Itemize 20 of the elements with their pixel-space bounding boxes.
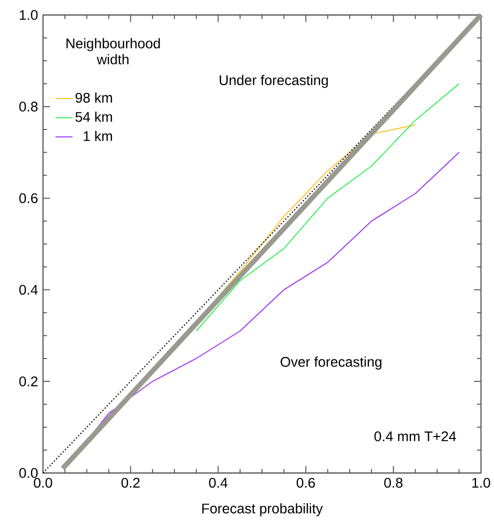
y-tick-label: 0.2 (19, 376, 38, 386)
x-tick-label: 0.6 (296, 478, 315, 488)
y-tick-label: 0.4 (19, 284, 38, 295)
x-tick-label: 0.2 (121, 478, 140, 488)
annotation: 0.4 mm T+24 (374, 431, 456, 442)
x-tick-label: 0.8 (384, 478, 402, 488)
legend-label: 1 km (84, 130, 112, 141)
y-tick-label: 1.0 (20, 10, 38, 20)
legend-title: Neighbourhood width (66, 38, 160, 64)
legend-label: 98 km (76, 92, 112, 103)
annotation: Over forecasting (280, 356, 382, 370)
legend-label: 54 km (76, 112, 112, 122)
annotation: Under forecasting (220, 74, 328, 88)
x-tick-label: 0.0 (34, 478, 52, 488)
y-tick-label: 0.6 (19, 193, 38, 204)
x-tick-label: 0.4 (209, 478, 228, 488)
x-axis-title: Forecast probability (202, 503, 323, 516)
x-tick-label: 1.0 (472, 478, 490, 488)
y-tick-label: 0.8 (19, 102, 38, 112)
y-tick-label: 0.0 (19, 468, 38, 478)
